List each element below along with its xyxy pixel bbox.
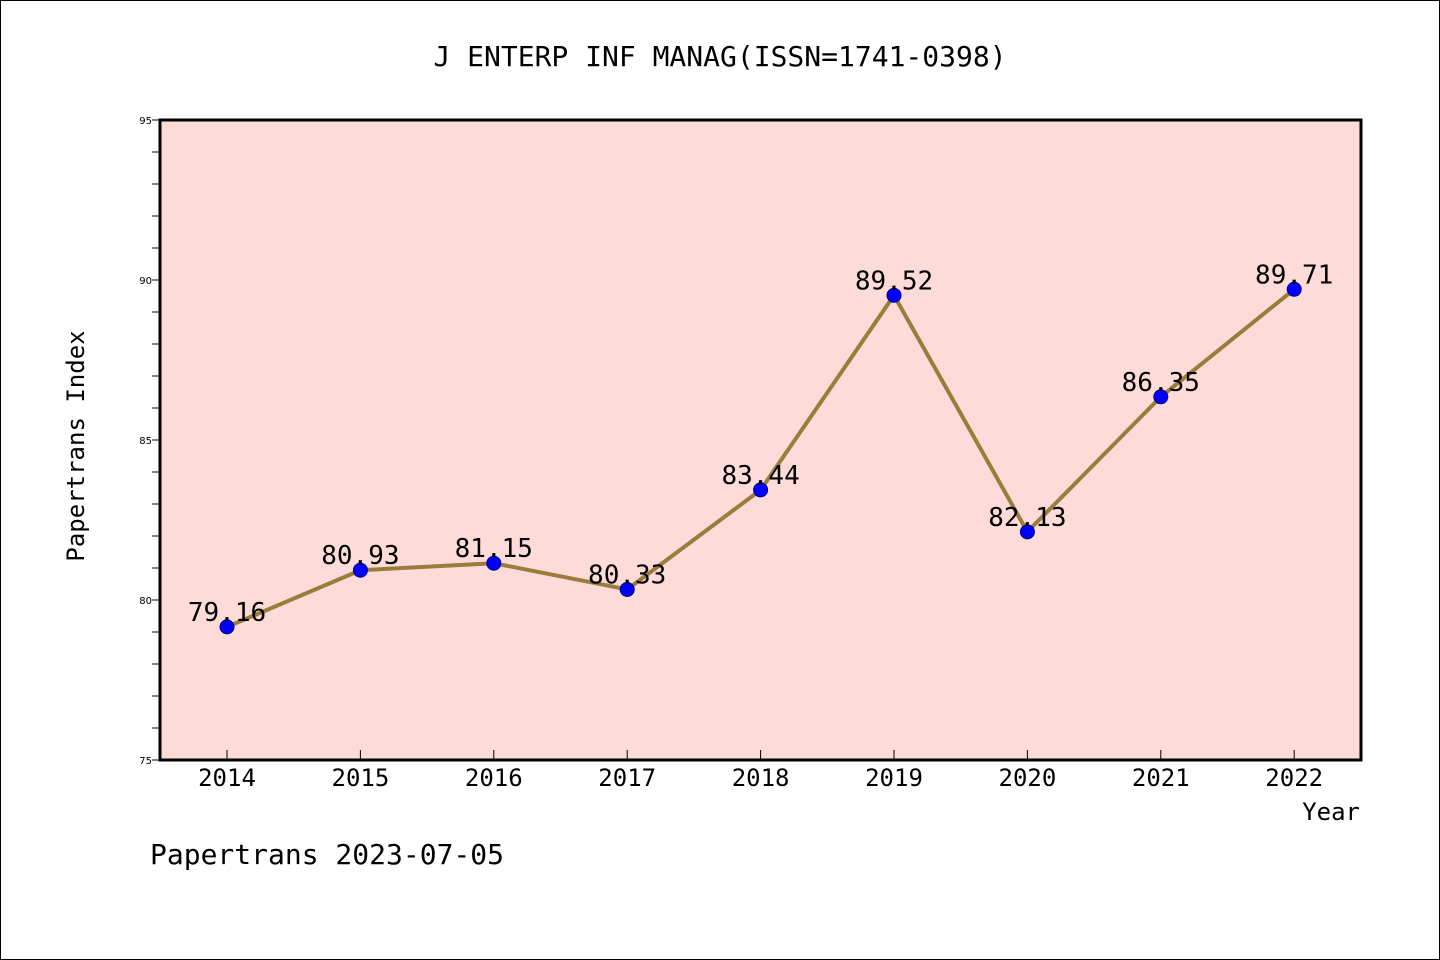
plot-border [158,118,1363,762]
y-tick-label: 75 [139,756,152,767]
x-tick-label: 2017 [598,764,656,792]
data-label: 79.16 [188,598,266,628]
data-point [352,562,368,578]
data-point [1153,389,1169,405]
x-tick-label: 2015 [332,764,390,792]
data-label: 89.71 [1255,260,1333,290]
x-tick-label: 2022 [1265,764,1323,792]
x-tick-label: 2014 [198,764,256,792]
x-axis-title: Year [1302,798,1360,826]
x-tick-label: 2018 [732,764,790,792]
data-point [886,287,902,303]
x-tick-label: 2016 [465,764,523,792]
data-label: 80.33 [588,560,666,590]
y-axis-title: Papertrans Index [62,330,90,561]
data-point [219,619,235,635]
x-tick-label: 2020 [999,764,1057,792]
data-point [1286,281,1302,297]
x-axis: 2014 2015 2016 2017 2018 2019 2020 2021 2022 [198,750,1323,792]
data-point [753,482,769,498]
plot-area [160,120,1361,760]
y-tick-label: 95 [139,116,152,127]
y-axis: 75 80 85 90 95 [139,116,160,767]
series [219,281,1302,635]
data-label: 83.44 [721,461,799,491]
y-tick-label: 80 [139,596,152,607]
footer-stamp: Papertrans 2023-07-05 [150,838,504,871]
data-point [486,555,502,571]
x-tick-label: 2021 [1132,764,1190,792]
data-point [619,581,635,597]
data-label: 82.13 [988,503,1066,533]
chart-title: J ENTERP INF MANAG(ISSN=1741-0398) [433,40,1006,73]
data-label: 89.52 [855,266,933,296]
x-tick-label: 2019 [865,764,923,792]
data-label: 86.35 [1122,368,1200,398]
y-tick-label: 85 [139,436,152,447]
y-tick-label: 90 [139,276,152,287]
data-label: 81.15 [455,534,533,564]
data-label: 80.93 [321,541,399,571]
data-labels: 79.16 80.93 81.15 80.33 83.44 89.52 82.13 86.35… [188,260,1333,628]
data-point [1019,524,1035,540]
